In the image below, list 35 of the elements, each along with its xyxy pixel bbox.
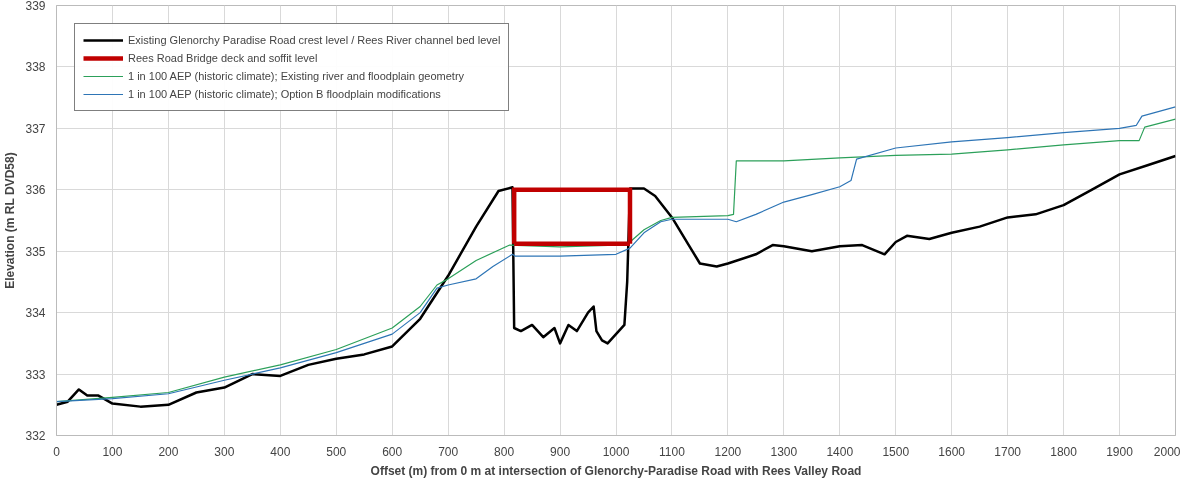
x-tick-label: 1900 xyxy=(1106,444,1134,459)
x-tick-label: 400 xyxy=(270,444,291,459)
y-tick-label: 332 xyxy=(25,429,46,443)
x-tick-label: 1500 xyxy=(882,444,910,459)
x-tick-label: 1200 xyxy=(714,444,742,459)
x-tick-label: 1400 xyxy=(826,444,854,459)
y-tick-label: 339 xyxy=(25,0,46,13)
x-axis-title: Offset (m) from 0 m at intersection of Glenorchy-Paradise Road with Rees Valley Road xyxy=(370,463,862,478)
y-tick-label: 334 xyxy=(25,306,46,321)
x-tick-label: 1700 xyxy=(994,444,1022,459)
x-tick-label: 200 xyxy=(158,444,179,459)
y-tick-label: 338 xyxy=(25,60,46,75)
x-tick-label: 100 xyxy=(102,444,123,459)
y-tick-label: 337 xyxy=(25,121,46,136)
x-tick-label: 1800 xyxy=(1050,444,1078,459)
x-tick-label: 1600 xyxy=(938,444,966,459)
x-tick-label: 300 xyxy=(214,444,235,459)
x-tick-label: 2000 xyxy=(1153,444,1181,459)
y-tick-label: 336 xyxy=(25,183,46,198)
x-tick-label: 500 xyxy=(326,444,347,459)
legend-label: Existing Glenorchy Paradise Road crest level / Rees River channel bed level xyxy=(128,33,501,48)
x-tick-label: 700 xyxy=(438,444,459,459)
x-tick-label: 1000 xyxy=(602,444,630,459)
legend-label: 1 in 100 AEP (historic climate); Option B floodplain modifications xyxy=(128,87,441,102)
x-tick-label: 0 xyxy=(53,444,61,459)
y-tick-label: 333 xyxy=(25,367,46,382)
legend-label: Rees Road Bridge deck and soffit level xyxy=(128,51,318,66)
x-tick-label: 600 xyxy=(382,444,403,459)
x-tick-label: 1300 xyxy=(770,444,798,459)
y-tick-label: 335 xyxy=(25,244,46,259)
y-axis-title: Elevation (m RL DVD58) xyxy=(3,152,18,289)
x-tick-label: 900 xyxy=(550,444,571,459)
legend-label: 1 in 100 AEP (historic climate); Existing river and floodplain geometry xyxy=(128,69,465,84)
x-tick-label: 800 xyxy=(494,444,515,459)
x-tick-label: 1100 xyxy=(659,444,686,459)
